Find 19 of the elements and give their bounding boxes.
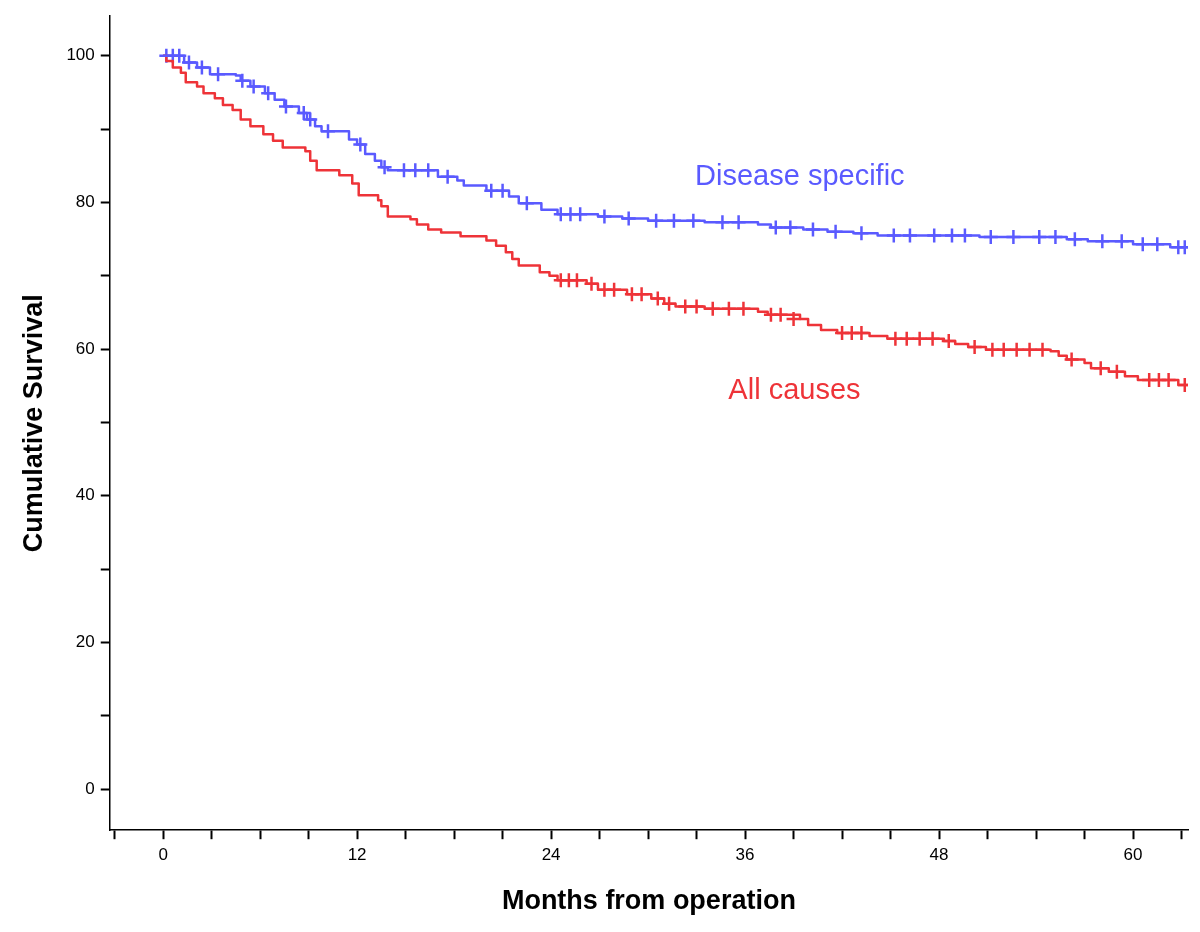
x-tick-label: 48 <box>929 845 949 865</box>
point <box>785 310 802 328</box>
x-tick-label: 24 <box>541 845 561 865</box>
x-axis-title: Months from operation <box>501 885 796 916</box>
series-label: All causes <box>728 373 861 406</box>
y-axis-title: Cumulative Survival <box>17 294 48 553</box>
y-tick-label: 60 <box>75 338 95 358</box>
x-tick-label: 60 <box>1123 845 1143 865</box>
x-tick-label: 0 <box>158 845 168 865</box>
point <box>352 136 369 153</box>
series-label: Disease specific <box>695 159 905 192</box>
y-tick-label: 0 <box>85 778 95 798</box>
y-tick-label: 20 <box>75 632 95 652</box>
x-tick-label: 36 <box>735 845 755 865</box>
y-tick-label: 100 <box>66 45 95 65</box>
y-tick-label: 80 <box>75 192 95 212</box>
y-tick-label: 40 <box>75 485 95 505</box>
x-tick-label: 12 <box>347 845 367 865</box>
point <box>376 159 393 176</box>
